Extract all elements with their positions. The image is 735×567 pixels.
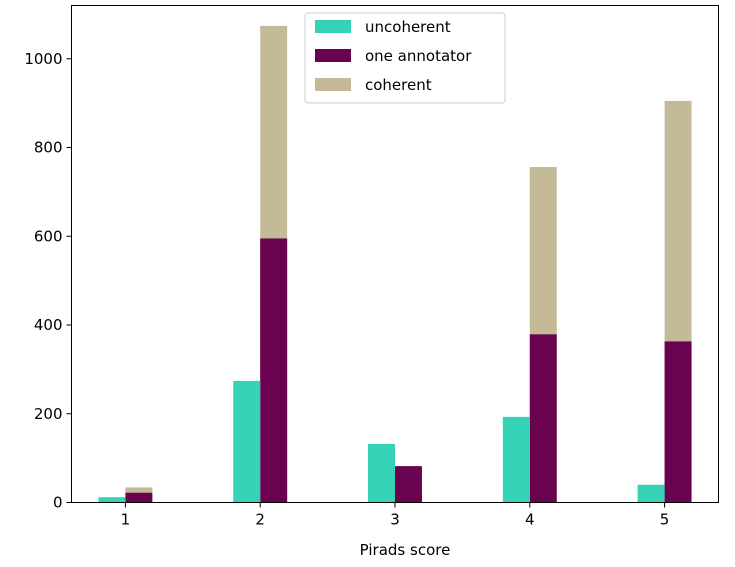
y-axis-ticks: 0 200 400 600 800 1000 xyxy=(24,50,72,512)
bar-uncoherent-4 xyxy=(502,416,530,503)
bar-uncoherent-3 xyxy=(368,443,395,503)
bars-layer xyxy=(98,25,692,503)
y-tick-label: 0 xyxy=(53,494,63,512)
bar-one-annotator-4 xyxy=(529,334,557,503)
y-tick-label: 1000 xyxy=(24,50,62,68)
y-tick-label: 600 xyxy=(34,227,63,245)
legend-box xyxy=(304,12,506,104)
bar-one-annotator-1 xyxy=(125,492,153,503)
legend: uncoherent one annotator coherent xyxy=(304,12,506,104)
legend-label-one-annotator: one annotator xyxy=(365,47,472,65)
bar-one-annotator-5 xyxy=(664,341,692,503)
x-axis-ticks: 1 2 3 4 5 xyxy=(121,502,670,529)
x-tick-label: 2 xyxy=(255,511,265,529)
x-tick-label: 4 xyxy=(525,511,535,529)
y-tick-label: 200 xyxy=(34,405,63,423)
legend-label-coherent: coherent xyxy=(365,76,432,94)
x-axis-label: Pirads score xyxy=(360,541,451,559)
legend-swatch-coherent xyxy=(315,78,351,91)
y-tick-label: 400 xyxy=(34,316,63,334)
legend-swatch-uncoherent xyxy=(315,20,351,33)
legend-label-uncoherent: uncoherent xyxy=(365,18,451,36)
y-tick-label: 800 xyxy=(34,139,63,157)
bar-one-annotator-3 xyxy=(395,466,422,503)
x-tick-label: 1 xyxy=(121,511,131,529)
bar-uncoherent-5 xyxy=(637,484,665,503)
legend-swatch-one-annotator xyxy=(315,49,351,62)
x-tick-label: 3 xyxy=(390,511,400,529)
bar-one-annotator-2 xyxy=(260,238,288,503)
bar-uncoherent-2 xyxy=(233,380,261,503)
bar-uncoherent-1 xyxy=(98,497,126,503)
x-tick-label: 5 xyxy=(660,511,670,529)
